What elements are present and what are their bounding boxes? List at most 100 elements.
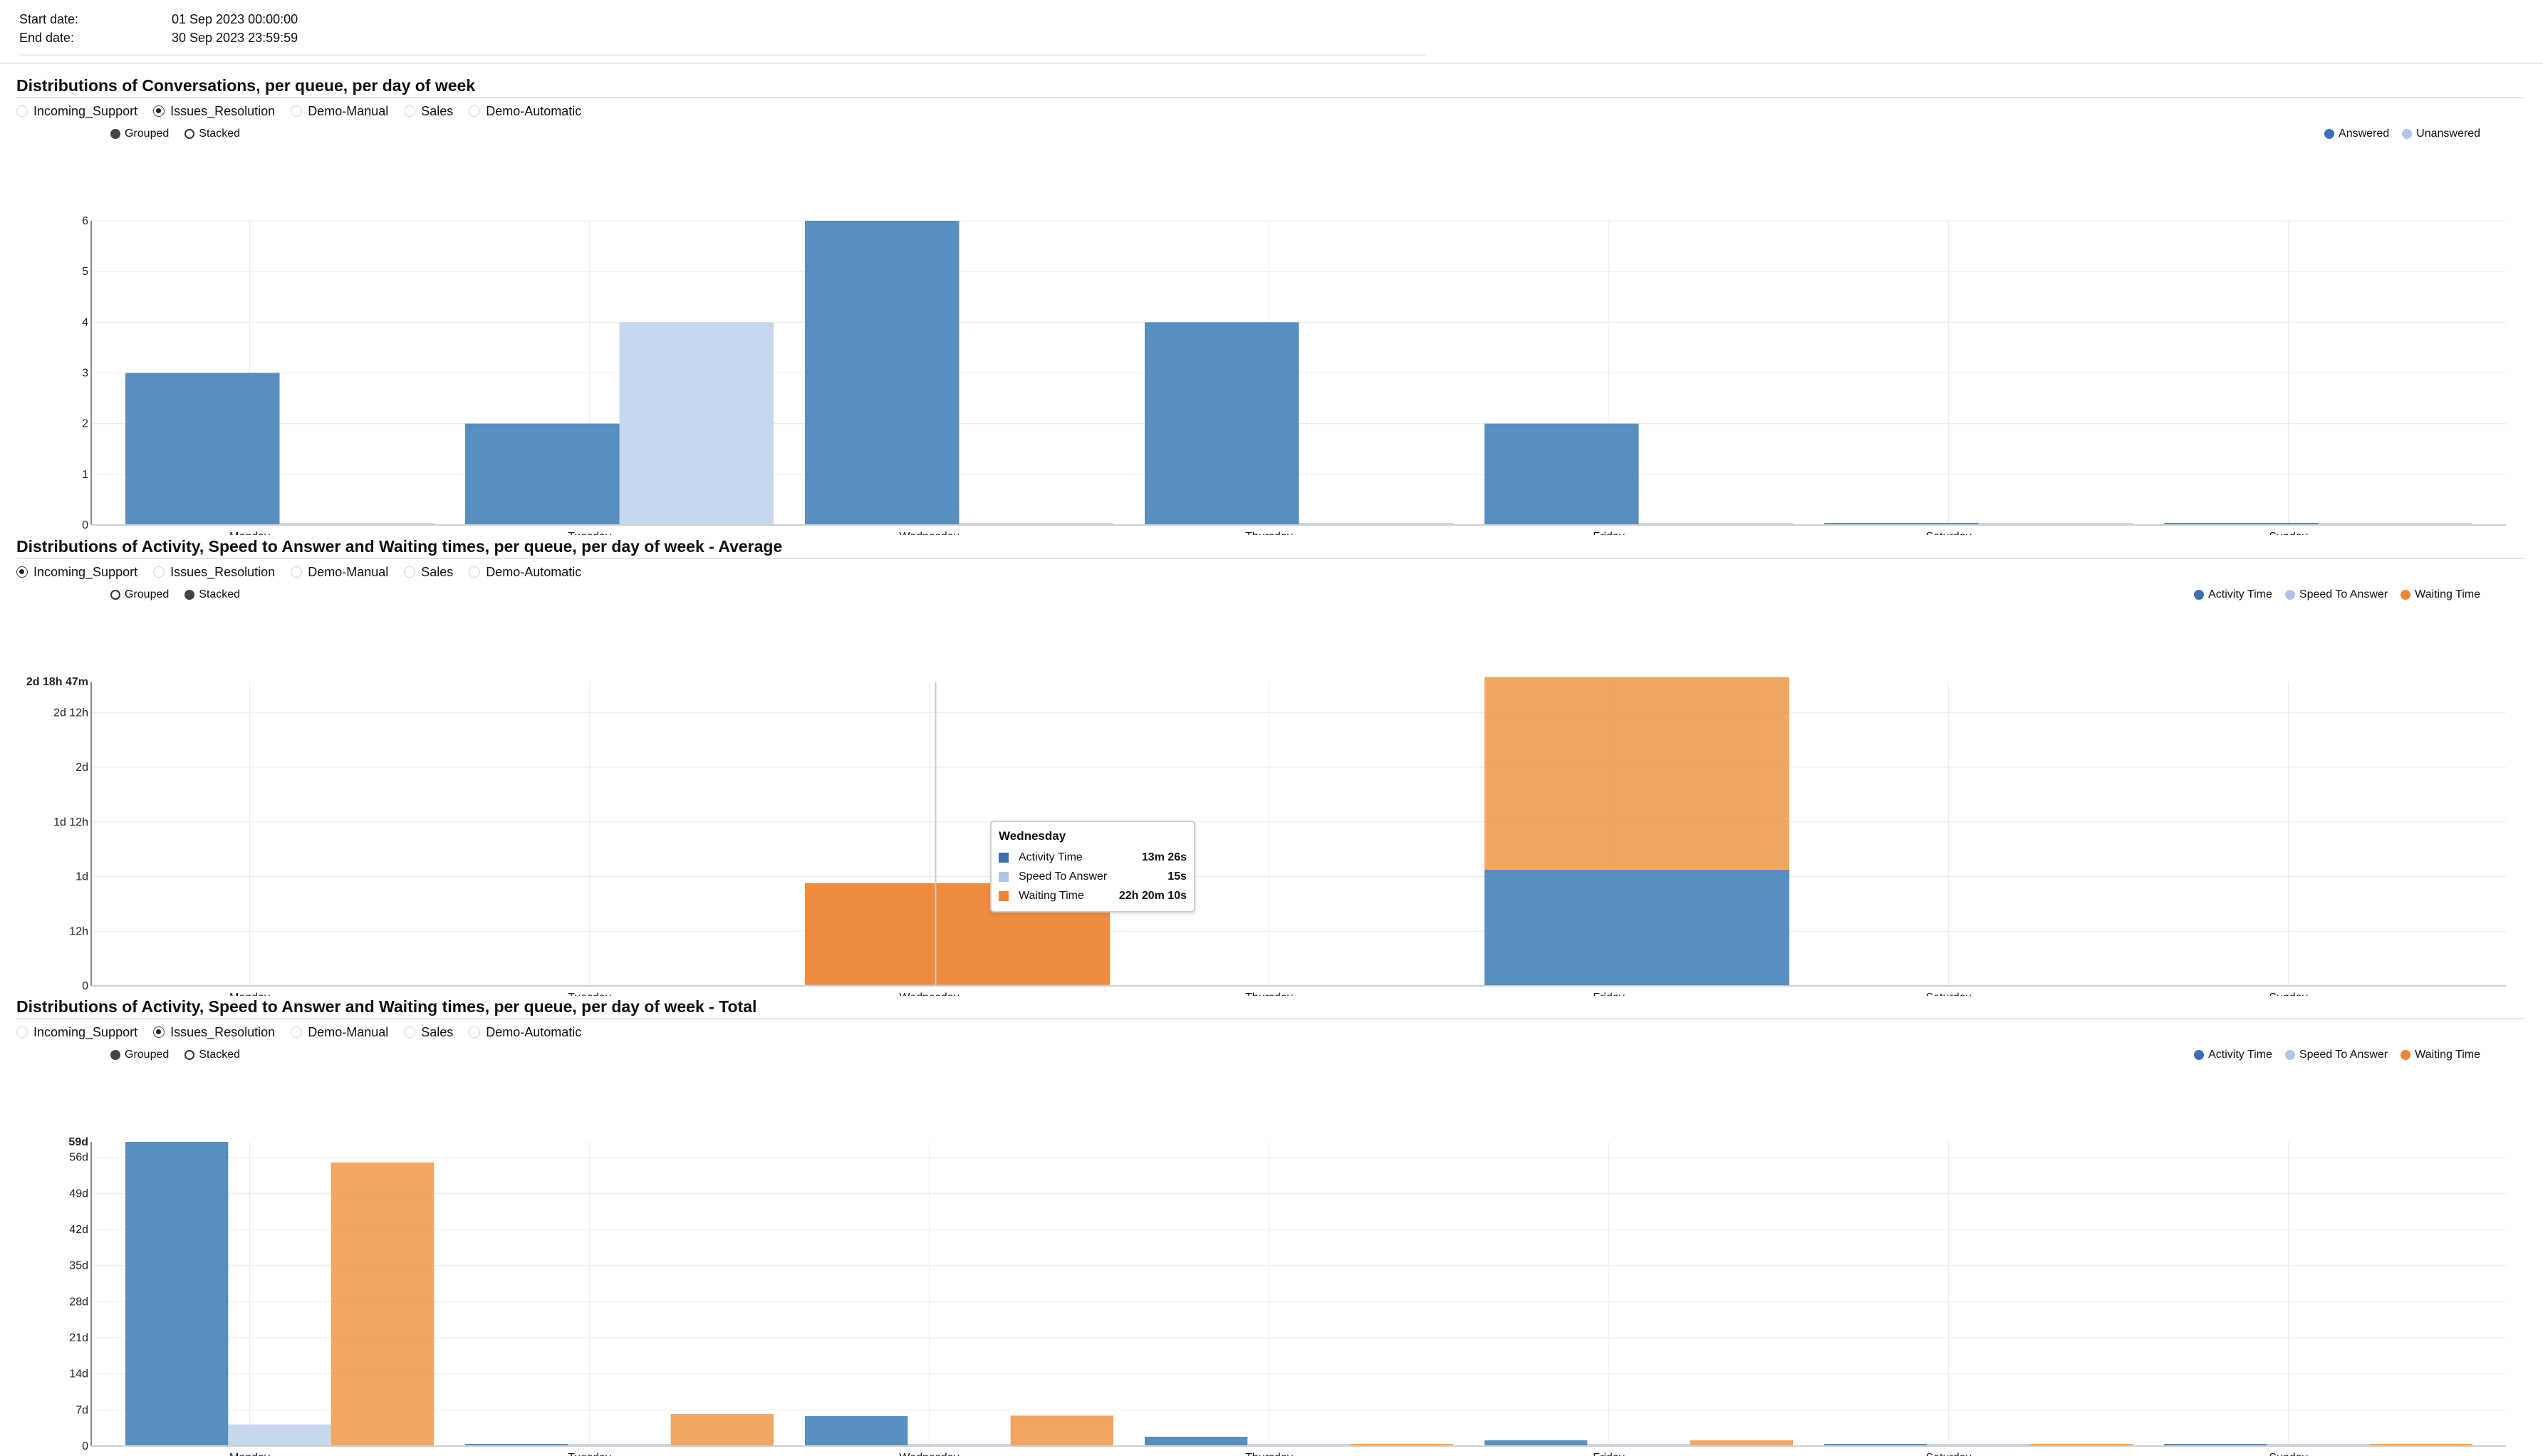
legend-item-unanswered[interactable]: Unanswered: [2402, 128, 2480, 140]
tooltip-swatch: [999, 871, 1009, 882]
bar-waiting-time-monday: [331, 1162, 434, 1446]
mode-option-stacked[interactable]: Stacked: [184, 128, 240, 140]
bar-answered-saturday: [1824, 523, 1979, 525]
queue-option-label: Sales: [421, 103, 454, 118]
radio-button[interactable]: [184, 590, 195, 600]
radio-button[interactable]: [404, 1026, 416, 1038]
mode-option-grouped[interactable]: Grouped: [110, 1049, 169, 1061]
queue-option-demo-automatic[interactable]: Demo-Automatic: [469, 104, 581, 119]
radio-button[interactable]: [153, 105, 165, 117]
conversations-section: Distributions of Conversations, per queu…: [0, 75, 2543, 535]
radio-button[interactable]: [16, 105, 28, 117]
y-tick-label: 12h: [69, 925, 88, 937]
legend-marker: [2401, 590, 2411, 600]
bar-unanswered-saturday: [1978, 523, 2133, 525]
radio-button[interactable]: [291, 1026, 303, 1038]
queue-option-demo-manual[interactable]: Demo-Manual: [291, 104, 388, 119]
radio-button[interactable]: [404, 566, 416, 578]
total-times-chart: 0 7d 14d 21d 28d 35d 42d 49d 56d 59d Monday Tuesday…: [68, 1136, 2506, 1456]
section-divider: [16, 97, 2524, 98]
legend-item-speed-to-answer[interactable]: Speed To Answer: [2284, 588, 2388, 601]
radio-button[interactable]: [184, 129, 195, 139]
mode-option-grouped[interactable]: Grouped: [110, 128, 169, 140]
radio-button[interactable]: [184, 1050, 195, 1060]
radio-button[interactable]: [291, 566, 303, 578]
queue-option-demo-manual[interactable]: Demo-Manual: [291, 1025, 388, 1040]
radio-button[interactable]: [404, 105, 416, 117]
date-range-panel: Start date: 01 Sep 2023 00:00:00 End dat…: [19, 10, 1426, 56]
legend-item-activity-time[interactable]: Activity Time: [2194, 1049, 2272, 1061]
mode-option-stacked[interactable]: Stacked: [184, 1049, 240, 1061]
queue-option-issues-resolution[interactable]: Issues_Resolution: [153, 565, 275, 580]
queue-option-issues-resolution[interactable]: Issues_Resolution: [153, 104, 275, 119]
queue-option-sales[interactable]: Sales: [404, 104, 453, 119]
queue-option-label: Demo-Automatic: [486, 564, 582, 579]
tooltip-row-value: 13m 26s: [1141, 851, 1187, 863]
queue-option-label: Incoming_Support: [33, 103, 138, 118]
queue-option-demo-automatic[interactable]: Demo-Automatic: [469, 1025, 581, 1040]
bar-activity-time-friday: [1484, 869, 1789, 986]
radio-button[interactable]: [153, 1026, 165, 1038]
radio-button[interactable]: [291, 105, 303, 117]
y-tick-label: 2d: [76, 761, 88, 774]
y-tick-label: 1: [82, 469, 88, 481]
x-tick-label-monday: Monday: [229, 531, 270, 535]
queue-option-label: Demo-Automatic: [486, 1024, 582, 1039]
mode-option-stacked[interactable]: Stacked: [184, 588, 240, 601]
queue-selector: Incoming_Support Issues_Resolution Demo-Ma…: [16, 1023, 597, 1041]
legend-item-answered[interactable]: Answered: [2324, 128, 2389, 140]
queue-option-label: Issues_Resolution: [170, 1024, 276, 1039]
radio-button[interactable]: [469, 105, 481, 117]
bar-unanswered-wednesday: [959, 523, 1113, 525]
queue-option-incoming-support[interactable]: Incoming_Support: [16, 104, 137, 119]
tooltip-swatch: [999, 852, 1009, 863]
queue-option-incoming-support[interactable]: Incoming_Support: [16, 1025, 137, 1040]
y-tick-label: 0: [82, 980, 88, 992]
bar-answered-thursday: [1145, 322, 1299, 525]
radio-button[interactable]: [110, 1050, 120, 1060]
x-tick-label-wednesday: Wednesday: [899, 1452, 959, 1456]
tooltip-row-label: Activity Time: [1019, 851, 1083, 863]
queue-option-sales[interactable]: Sales: [404, 565, 453, 580]
y-tick-label: 1d 12h: [53, 816, 88, 828]
radio-button[interactable]: [469, 566, 481, 578]
x-tick-label-sunday: Sunday: [2269, 531, 2307, 535]
radio-button[interactable]: [16, 1026, 28, 1038]
tooltip-swatch: [999, 890, 1009, 901]
y-tick-label: 1d: [76, 871, 88, 883]
legend-item-speed-to-answer[interactable]: Speed To Answer: [2284, 1049, 2388, 1061]
section-divider: [16, 558, 2524, 559]
mode-option-grouped[interactable]: Grouped: [110, 588, 169, 601]
legend-marker: [2401, 1050, 2411, 1060]
queue-option-sales[interactable]: Sales: [404, 1025, 453, 1040]
x-tick-label-tuesday: Tuesday: [568, 992, 611, 996]
y-tick-label: 7d: [76, 1404, 88, 1416]
legend-item-activity-time[interactable]: Activity Time: [2194, 588, 2272, 601]
radio-button[interactable]: [153, 566, 165, 578]
y-tick-label: 42d: [69, 1224, 88, 1236]
queue-option-demo-automatic[interactable]: Demo-Automatic: [469, 565, 581, 580]
end-date-label: End date:: [19, 31, 75, 45]
queue-option-label: Sales: [421, 1024, 454, 1039]
radio-button[interactable]: [110, 129, 120, 139]
x-tick-label-friday: Friday: [1593, 992, 1624, 996]
bar-activity-time-monday: [125, 1142, 229, 1446]
x-tick-label-monday: Monday: [229, 992, 270, 996]
start-date-value: 01 Sep 2023 00:00:00: [172, 12, 298, 26]
bar-waiting-time-friday: [1484, 677, 1789, 870]
mode-selector: Grouped Stacked: [110, 587, 256, 603]
legend-item-waiting-time[interactable]: Waiting Time: [2401, 1049, 2480, 1061]
section-title: Distributions of Conversations, per queu…: [16, 76, 476, 95]
average-times-section: Distributions of Activity, Speed to Answ…: [0, 536, 2543, 996]
radio-button[interactable]: [110, 590, 120, 600]
header-divider: [0, 63, 2543, 64]
legend-item-waiting-time[interactable]: Waiting Time: [2401, 588, 2480, 601]
mode-option-label: Grouped: [125, 1049, 170, 1061]
radio-button[interactable]: [469, 1026, 481, 1038]
queue-option-issues-resolution[interactable]: Issues_Resolution: [153, 1025, 275, 1040]
queue-option-label: Demo-Manual: [308, 1024, 389, 1039]
queue-option-demo-manual[interactable]: Demo-Manual: [291, 565, 388, 580]
radio-button[interactable]: [16, 566, 28, 578]
queue-option-incoming-support[interactable]: Incoming_Support: [16, 565, 137, 580]
x-tick-label-monday: Monday: [229, 1452, 270, 1456]
